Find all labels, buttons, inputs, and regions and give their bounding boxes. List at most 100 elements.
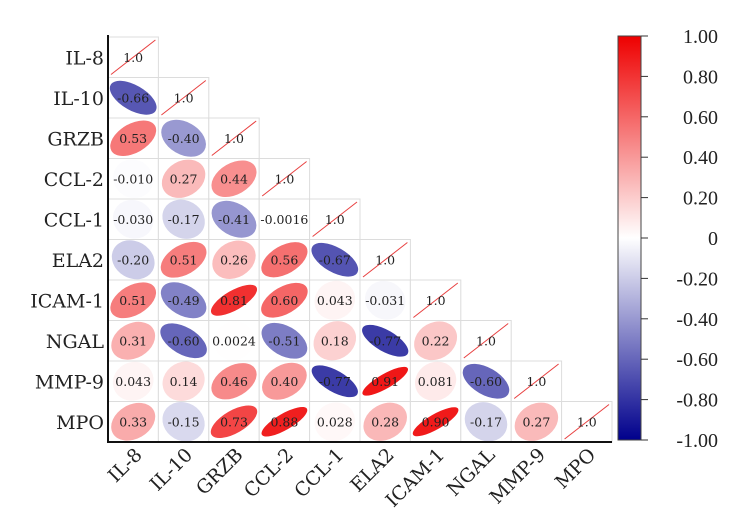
cell-value: 1.0	[274, 171, 294, 186]
cell-value: 0.33	[119, 414, 147, 429]
correlation-ellipse	[414, 361, 457, 401]
correlation-ellipse	[464, 402, 508, 442]
cell-value: 0.53	[119, 131, 147, 146]
correlation-ellipse	[160, 282, 207, 319]
colorbar-tick-label: 0.20	[683, 188, 718, 210]
cell-value: -0.66	[117, 90, 149, 105]
correlation-ellipse	[210, 405, 258, 439]
correlation-ellipse	[161, 119, 206, 157]
diagonal-line	[362, 242, 408, 278]
colorbar-tick-label: 1.00	[683, 26, 718, 48]
correlation-ellipse	[162, 361, 205, 401]
correlation-ellipse	[109, 80, 157, 115]
correlation-ellipse	[113, 159, 154, 199]
cell-value: -0.60	[168, 333, 200, 348]
y-tick-label: IL-8	[65, 47, 104, 69]
x-tick-label: MPO	[551, 444, 600, 493]
cell-value: 0.90	[422, 414, 450, 429]
correlation-ellipse	[162, 402, 205, 442]
correlation-ellipse	[162, 199, 205, 239]
cell-value: -0.77	[319, 374, 351, 389]
correlation-ellipse	[462, 363, 510, 399]
cell-value: 1.0	[123, 50, 143, 65]
correlation-ellipse	[110, 282, 157, 319]
y-tick-label: ICAM-1	[30, 290, 104, 312]
y-tick-label: GRZB	[47, 128, 104, 150]
correlation-ellipse	[314, 402, 356, 442]
x-tick-label: IL-8	[104, 444, 147, 487]
correlation-ellipse	[412, 407, 459, 437]
colorbar-tick-label: 0	[708, 228, 718, 250]
cell-value: -0.010	[113, 171, 153, 186]
cell-value: 0.27	[170, 171, 198, 186]
cell-value: 0.73	[220, 414, 248, 429]
cell-value: 0.0024	[212, 333, 256, 348]
correlation-ellipse	[212, 240, 256, 279]
cell-value: 0.91	[371, 374, 399, 389]
y-tick-label: NGAL	[46, 331, 105, 353]
cell-value: 1.0	[426, 293, 446, 308]
correlation-ellipse	[261, 322, 308, 359]
cell-value: 0.51	[119, 293, 147, 308]
colorbar-tick-label: -0.40	[676, 309, 718, 331]
cell-value: 0.14	[170, 374, 198, 389]
cell-value: 0.27	[522, 414, 550, 429]
cell-value: 1.0	[526, 374, 546, 389]
correlation-ellipse	[211, 363, 257, 400]
cell-value: -0.030	[113, 212, 153, 227]
correlation-ellipse	[313, 321, 357, 361]
colorbar-tick-label: -0.80	[676, 390, 718, 412]
y-tick-label: MMP-9	[35, 371, 104, 393]
cell-value: 1.0	[577, 414, 597, 429]
x-tick-label: CCL-1	[290, 444, 348, 502]
cell-value: 0.22	[422, 333, 450, 348]
colorbar-tick-label: -0.20	[676, 268, 718, 290]
cell-value: -0.41	[218, 212, 250, 227]
cell-value: 0.88	[270, 414, 298, 429]
cell-value: 0.043	[317, 293, 353, 308]
y-tick-label: CCL-2	[44, 169, 104, 191]
diagonal-line	[211, 120, 257, 156]
colorbar-tick-label: 0.60	[683, 107, 718, 129]
diagonal-line	[312, 201, 358, 237]
cell-value: 0.46	[220, 374, 248, 389]
correlation-ellipse	[110, 120, 157, 157]
correlation-ellipse	[161, 159, 206, 198]
cell-value: -0.77	[369, 333, 401, 348]
correlation-ellipse	[261, 406, 308, 437]
y-tick-label: CCL-1	[44, 209, 104, 231]
cell-value: 0.81	[220, 293, 248, 308]
cell-value: 0.028	[317, 414, 353, 429]
cell-value: 1.0	[375, 252, 395, 267]
correlation-ellipse	[111, 402, 156, 441]
correlation-ellipse	[160, 241, 207, 278]
cell-value: 0.60	[270, 293, 298, 308]
correlation-ellipse	[211, 200, 257, 238]
cell-value: 1.0	[174, 90, 194, 105]
colorbar-tick-label: -1.00	[676, 430, 718, 452]
cell-value: 0.081	[418, 374, 454, 389]
correlation-ellipse	[514, 402, 559, 441]
cell-value: -0.0016	[260, 212, 308, 227]
cell-value: 1.0	[325, 212, 345, 227]
correlation-ellipse	[414, 321, 458, 361]
correlation-ellipse	[261, 242, 308, 278]
diagonal-line	[110, 39, 156, 75]
correlation-ellipse	[211, 160, 257, 198]
cell-value: 0.18	[321, 333, 349, 348]
correlation-ellipse	[264, 199, 305, 239]
correlation-ellipse	[262, 362, 307, 400]
x-tick-label: IL-10	[146, 444, 197, 495]
cell-value: 0.44	[220, 171, 248, 186]
cell-value: 1.0	[476, 333, 496, 348]
y-tick-label: MPO	[56, 412, 104, 434]
cell-value: -0.20	[117, 252, 149, 267]
cell-value: -0.67	[319, 252, 351, 267]
diagonal-line	[564, 404, 610, 440]
correlation-ellipse	[160, 323, 207, 359]
cell-value: -0.17	[470, 414, 502, 429]
diagonal-line	[463, 323, 509, 359]
x-tick-label: CCL-2	[240, 444, 298, 502]
cell-value: 0.043	[115, 374, 151, 389]
